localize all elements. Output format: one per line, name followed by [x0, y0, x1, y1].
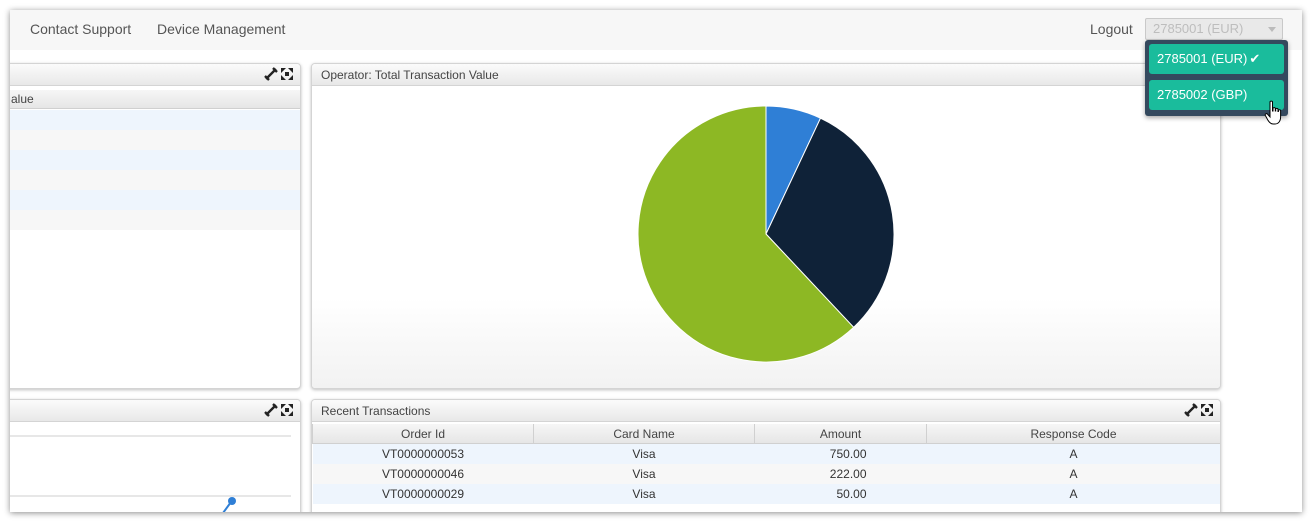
left-top-column-header: alue — [10, 90, 300, 109]
card-name-cell: Visa — [533, 484, 755, 504]
left-top-panel-header — [10, 64, 300, 86]
account-option-label: 2785001 (EUR) — [1157, 51, 1248, 66]
left-bottom-panel — [10, 399, 301, 512]
list-item[interactable] — [10, 150, 300, 170]
recent-panel-header: Recent Transactions — [312, 400, 1220, 422]
hand-pointer-icon — [1264, 100, 1282, 125]
wrench-icon[interactable] — [264, 403, 278, 417]
chevron-down-icon — [1268, 27, 1276, 32]
account-dropdown-menu: 2785001 (EUR) ✔ 2785002 (GBP) — [1145, 40, 1288, 116]
response-code-cell: A — [926, 443, 1220, 464]
transactions-table: Order Id Card Name Amount Response Code … — [312, 424, 1220, 504]
recent-transactions-panel: Recent Transactions Order Id Card Name — [311, 399, 1221, 512]
column-header-response-code[interactable]: Response Code — [926, 424, 1220, 444]
pie-panel-header: Operator: Total Transaction Value — [312, 64, 1220, 86]
line-chart-fragment — [10, 435, 291, 512]
column-header-card-name[interactable]: Card Name — [533, 424, 755, 444]
column-header-label: alue — [11, 92, 34, 106]
amount-cell: 750.00 — [754, 443, 927, 464]
wrench-icon[interactable] — [264, 67, 278, 81]
account-option-gbp[interactable]: 2785002 (GBP) — [1149, 80, 1284, 110]
account-select[interactable]: 2785001 (EUR) — [1145, 18, 1283, 40]
list-item[interactable] — [10, 170, 300, 190]
left-bottom-panel-header — [10, 400, 300, 422]
order-id-cell: VT0000000046 — [312, 464, 534, 484]
check-icon: ✔ — [1249, 51, 1261, 66]
expand-icon[interactable] — [280, 67, 294, 81]
wrench-icon[interactable] — [1184, 403, 1198, 417]
top-nav: Contact Support Device Management Logout… — [10, 10, 1302, 50]
left-top-panel: alue — [10, 63, 301, 389]
recent-panel-title: Recent Transactions — [321, 404, 431, 418]
card-name-cell: Visa — [533, 443, 755, 464]
pie-panel: Operator: Total Transaction Value — [311, 63, 1221, 389]
list-item[interactable] — [10, 130, 300, 150]
list-item[interactable] — [10, 110, 300, 130]
order-id-cell: VT0000000029 — [312, 484, 534, 504]
account-option-eur[interactable]: 2785001 (EUR) ✔ — [1149, 44, 1284, 74]
list-item[interactable] — [10, 190, 300, 210]
table-row[interactable]: VT0000000046 Visa 222.00 A — [312, 464, 1220, 484]
table-row[interactable]: VT0000000053 Visa 750.00 A — [312, 443, 1220, 464]
account-select-value: 2785001 (EUR) — [1153, 21, 1244, 36]
pie-slice[interactable] — [637, 105, 855, 363]
response-code-cell: A — [926, 464, 1220, 484]
pie-panel-title: Operator: Total Transaction Value — [321, 68, 499, 82]
series-point[interactable] — [228, 497, 236, 505]
device-management-link[interactable]: Device Management — [157, 21, 286, 37]
column-header-order-id[interactable]: Order Id — [312, 424, 534, 444]
account-option-label: 2785002 (GBP) — [1157, 87, 1248, 102]
amount-cell: 50.00 — [754, 484, 927, 504]
table-header-row: Order Id Card Name Amount Response Code — [312, 424, 1220, 444]
logout-link[interactable]: Logout — [1090, 21, 1133, 37]
list-item[interactable] — [10, 210, 300, 230]
order-id-cell: VT0000000053 — [312, 443, 534, 464]
pie-plot-area — [312, 87, 1220, 388]
app-window: Contact Support Device Management Logout… — [10, 10, 1302, 512]
expand-icon[interactable] — [1200, 403, 1214, 417]
pie-chart — [637, 105, 895, 363]
amount-cell: 222.00 — [754, 464, 927, 484]
contact-support-link[interactable]: Contact Support — [30, 21, 132, 37]
table-row[interactable]: VT0000000029 Visa 50.00 A — [312, 484, 1220, 504]
card-name-cell: Visa — [533, 464, 755, 484]
pie-slice[interactable] — [765, 117, 895, 329]
response-code-cell: A — [926, 484, 1220, 504]
column-header-amount[interactable]: Amount — [754, 424, 927, 444]
expand-icon[interactable] — [280, 403, 294, 417]
